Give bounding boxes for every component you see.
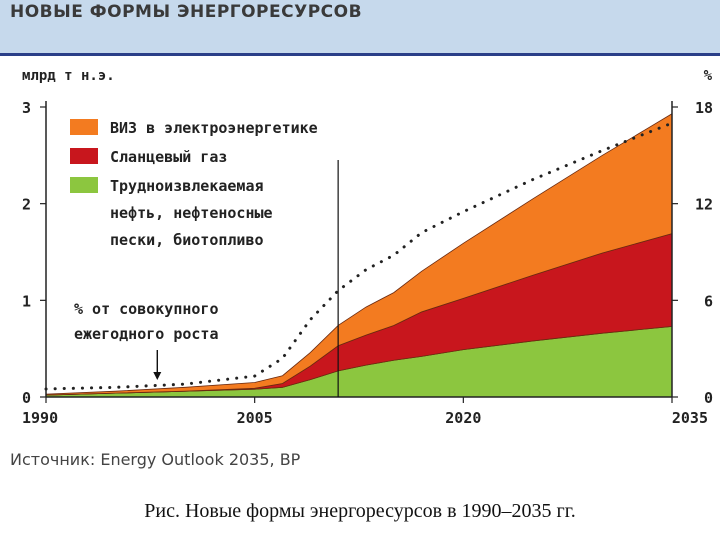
left-tick-label: 0 (22, 389, 31, 407)
right-axis-unit: % (704, 68, 713, 84)
x-tick-label: 2035 (672, 409, 708, 427)
legend-swatch (70, 148, 98, 164)
right-tick-label: 12 (695, 196, 713, 214)
annotation-arrow-head (153, 372, 162, 380)
legend-swatch (70, 119, 98, 135)
header-bar (0, 0, 720, 53)
legend-swatch (70, 177, 98, 193)
left-tick-label: 3 (22, 99, 31, 117)
legend-label: ВИЗ в электроэнергетике (110, 119, 318, 137)
left-tick-label: 2 (22, 196, 31, 214)
legend-label: Сланцевый газ (110, 148, 227, 166)
legend-label: пески, биотопливо (110, 231, 264, 249)
annotation-label: % от совокупного (74, 300, 219, 318)
source-note: Источник: Energy Outlook 2035, BP (10, 450, 301, 469)
x-tick-label: 2020 (445, 409, 481, 427)
left-axis-unit: млрд т н.э. (22, 68, 115, 84)
legend-label: Трудноизвлекаемая (110, 177, 264, 195)
annotation-label: ежегодного роста (74, 325, 219, 343)
right-tick-label: 18 (695, 99, 713, 117)
right-tick-label: 0 (704, 389, 713, 407)
page-title: НОВЫЕ ФОРМЫ ЭНЕРГОРЕСУРСОВ (10, 2, 363, 22)
chart-legend: ВИЗ в электроэнергетике Сланцевый газ Труд… (70, 119, 318, 380)
x-tick-label: 2005 (237, 409, 273, 427)
left-tick-label: 1 (22, 292, 31, 310)
right-tick-label: 6 (704, 292, 713, 310)
header-divider (0, 53, 720, 56)
legend-label: нефть, нефтеносные (110, 204, 273, 222)
figure-caption: Рис. Новые формы энергоресурсов в 1990–2… (144, 500, 576, 522)
x-tick-label: 1990 (22, 409, 58, 427)
chart-axes (40, 101, 678, 403)
